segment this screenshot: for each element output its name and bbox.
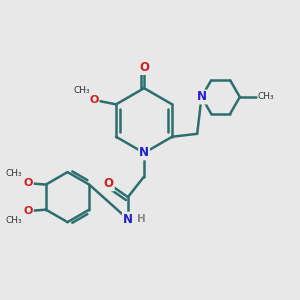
Text: O: O [23, 178, 33, 188]
Text: CH₃: CH₃ [257, 92, 274, 101]
Text: H: H [137, 214, 146, 224]
Text: O: O [104, 177, 114, 190]
Text: O: O [139, 61, 149, 74]
Text: N: N [123, 213, 133, 226]
Text: O: O [89, 95, 99, 105]
Text: N: N [196, 91, 206, 103]
Text: CH₃: CH₃ [5, 216, 22, 225]
Text: O: O [23, 206, 33, 216]
Text: N: N [139, 146, 149, 159]
Text: CH₃: CH₃ [74, 85, 91, 94]
Text: CH₃: CH₃ [5, 169, 22, 178]
